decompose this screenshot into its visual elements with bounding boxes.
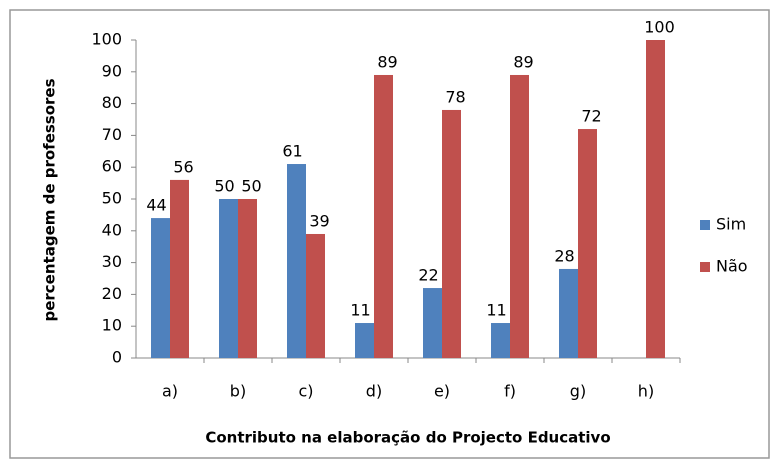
bar (374, 74, 393, 358)
x-axis-title: Contributo na elaboração do Projecto Edu… (205, 429, 610, 447)
x-tick-label: c) (298, 382, 313, 401)
bar (355, 323, 374, 358)
data-label: 50 (214, 177, 234, 196)
x-tick-label: e) (434, 382, 450, 401)
data-label: 89 (513, 52, 533, 71)
bar (170, 179, 189, 358)
bar (306, 233, 325, 358)
y-tick-label: 20 (102, 284, 122, 303)
bar (510, 74, 529, 358)
x-tick-label: f) (504, 382, 516, 401)
y-axis-title: percentagem de professores (41, 78, 59, 321)
y-tick-label: 10 (102, 316, 122, 335)
x-tick-label: a) (162, 382, 178, 401)
data-label: 11 (486, 301, 506, 320)
bar (646, 40, 665, 358)
data-label: 78 (445, 87, 465, 106)
bar (238, 199, 257, 358)
bar (219, 199, 238, 358)
data-label: 72 (581, 107, 601, 126)
data-label: 11 (350, 301, 370, 320)
bar (423, 288, 442, 358)
legend-swatch (700, 262, 710, 272)
x-tick-label: h) (638, 382, 654, 401)
bar (559, 268, 578, 358)
data-label: 61 (282, 142, 302, 161)
bar (578, 129, 597, 358)
data-label: 56 (173, 157, 193, 176)
y-tick-label: 70 (102, 125, 122, 144)
y-tick-label: 80 (102, 93, 122, 112)
y-tick-label: 40 (102, 220, 122, 239)
data-label: 44 (146, 196, 166, 215)
data-label: 39 (309, 211, 329, 230)
legend-swatch (700, 220, 710, 230)
bar (287, 164, 306, 358)
bar (442, 109, 461, 359)
x-tick-label: g) (570, 382, 586, 401)
data-label: 89 (377, 52, 397, 71)
y-tick-label: 50 (102, 189, 122, 208)
y-tick-label: 30 (102, 252, 122, 271)
bar (491, 323, 510, 358)
legend-label: Não (716, 257, 748, 276)
y-tick-label: 100 (91, 30, 122, 49)
legend-label: Sim (716, 215, 746, 234)
bar (151, 218, 170, 358)
y-tick-label: 0 (112, 348, 122, 367)
data-label: 50 (241, 177, 261, 196)
data-label: 100 (644, 18, 675, 37)
data-label: 28 (554, 246, 574, 265)
data-label: 22 (418, 266, 438, 285)
x-tick-label: b) (230, 382, 246, 401)
x-tick-label: d) (366, 382, 382, 401)
y-tick-label: 90 (102, 61, 122, 80)
y-tick-label: 60 (102, 157, 122, 176)
